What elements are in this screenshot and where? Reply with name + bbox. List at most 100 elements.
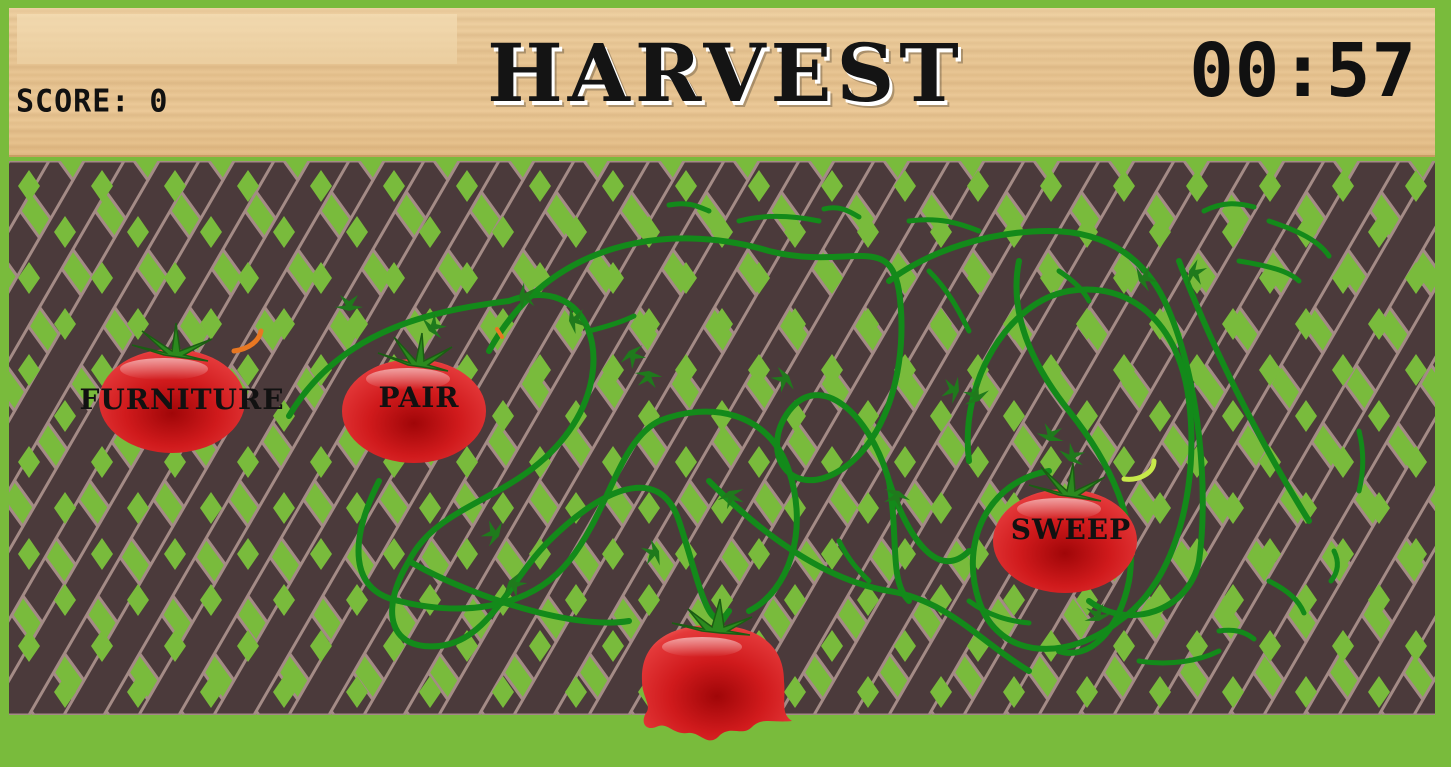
splattered-tomato [641,598,792,741]
lattice-gap [127,216,149,248]
lattice-gap [1113,170,1135,202]
lattice-gap [200,216,222,248]
lattice-gap [930,216,952,248]
soil-band [1337,545,1435,715]
leaf-icon [504,572,528,598]
lattice-gap [200,492,222,524]
soil-band [437,161,801,715]
lattice-gap [273,492,295,524]
vine-leaves [335,259,1208,621]
lattice-gap [18,630,40,662]
lattice-gap [602,630,624,662]
lattice-gap [821,630,843,662]
lattice-gap [1332,354,1354,386]
tomato-furniture[interactable]: FURNITURE [79,322,284,453]
lattice-gap [1259,354,1281,386]
lattice-gap [1149,676,1171,708]
leaf-icon [963,382,989,405]
leaf-icon [941,376,959,404]
lattice-gap [492,400,514,432]
leaf-icon [770,366,794,393]
lattice-gap [310,170,332,202]
soil-band [1282,161,1435,373]
leaf-icon [1084,603,1112,621]
leaf-icon [884,488,911,510]
lattice-gap [346,308,368,340]
lattice-gap [675,354,697,386]
lattice-gap [1113,354,1135,386]
lattice-gap [529,630,551,662]
lattice-gap [200,308,222,340]
lattice-gap [1222,676,1244,708]
soil-band [62,161,426,715]
lattice-gap [1003,584,1025,616]
lattice-gap [1149,492,1171,524]
lattice-gap [1368,308,1390,340]
lattice-gap [164,446,186,478]
lattice-gap [1295,492,1317,524]
soil-band [512,161,876,715]
lattice-gap [784,676,806,708]
lattice-gap [273,400,295,432]
lattice-gap [1295,308,1317,340]
lattice-gap [91,262,113,294]
tomato-word: PAIR [378,381,459,414]
lattice-gap [273,216,295,248]
lattice-gap [784,216,806,248]
lattice-gap [54,676,76,708]
leaf-icon [1187,259,1208,286]
leaf-icon [335,295,363,311]
lattice-gap [1332,630,1354,662]
countdown-timer: 00:57 [1189,28,1417,114]
lattice-gap [54,216,76,248]
leaf-icon [569,306,587,334]
lattice-gap [1405,354,1427,386]
lattice-gap [711,584,733,616]
soil-band [9,161,126,364]
leaf-icon [519,282,536,311]
lattice-gap [1222,492,1244,524]
lattice-gap [1332,262,1354,294]
lattice-gap [711,400,733,432]
sprout-yellow [1121,458,1157,482]
lattice-gap [748,446,770,478]
lattice-gap [237,262,259,294]
lattice-gap [675,262,697,294]
lattice-gap [492,216,514,248]
lattice-gap [200,584,222,616]
lattice-gap [930,676,952,708]
soil-band [1262,415,1435,715]
lattice-gap [237,354,259,386]
garden-field: FURNITURE PAIR SWEEP [9,161,1435,741]
lattice-gap [346,216,368,248]
lattice-gap [419,216,441,248]
lattice-gap [821,170,843,202]
tomato-word: FURNITURE [79,383,284,416]
lattice-gap [164,170,186,202]
lattice-gap [1222,308,1244,340]
vine-tendrils [586,201,1366,666]
tomato-sweep[interactable]: SWEEP [993,462,1137,593]
lattice-gap [310,446,332,478]
soil-band [737,161,1101,715]
tomato-word: SWEEP [1011,513,1131,546]
lattice-gap [1295,400,1317,432]
lattice-gap [1186,630,1208,662]
leaf-icon [480,520,503,547]
lattice-gap [18,262,40,294]
lattice-gap [1113,262,1135,294]
lattice-gap [967,262,989,294]
lattice-gap [164,538,186,570]
lattice-gap [1040,170,1062,202]
lattice-gap [1405,446,1427,478]
stem-icon [131,322,213,362]
lattice-gap [1368,400,1390,432]
lattice-gap [565,676,587,708]
lattice-gap [857,676,879,708]
header-board [9,8,1435,157]
lattice-gap [310,538,332,570]
lattice-gap [748,354,770,386]
lattice-gap [273,308,295,340]
tomato-pair[interactable]: PAIR [342,332,486,463]
